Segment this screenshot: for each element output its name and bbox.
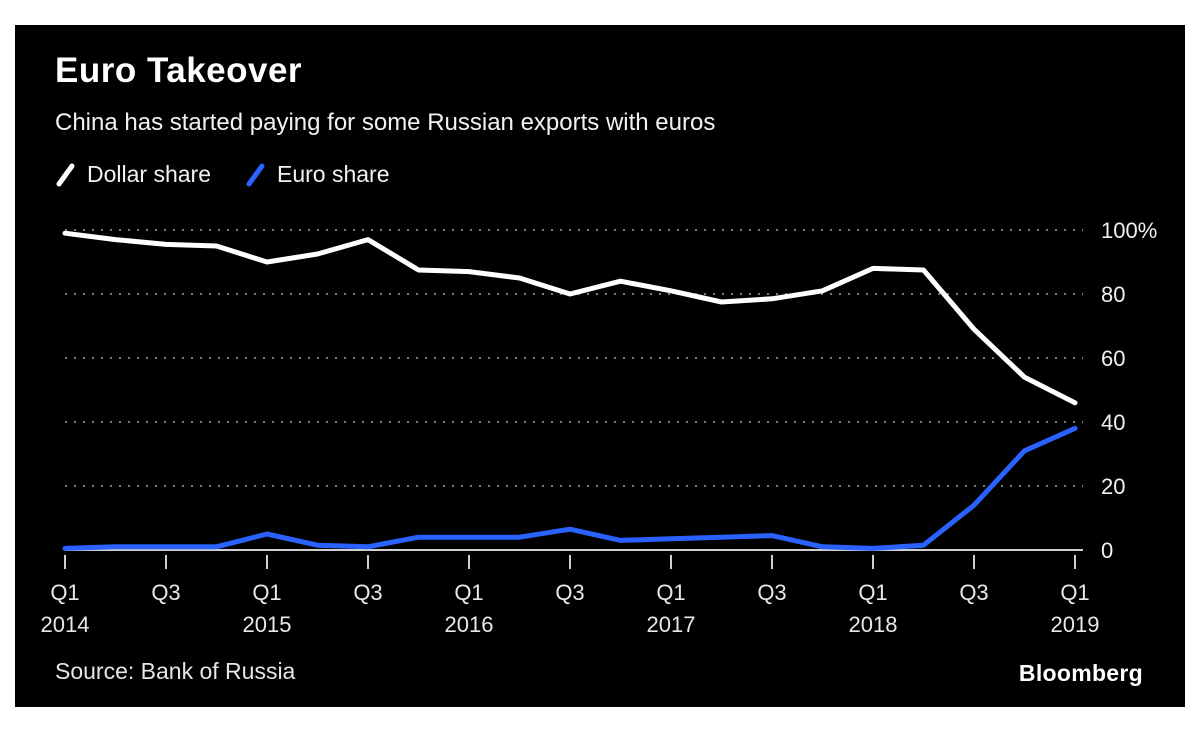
x-axis-label-quarter: Q3 <box>959 580 988 605</box>
euro-line-swatch-icon <box>246 163 265 186</box>
series-line-euro-share <box>62 425 1078 551</box>
y-axis-label: 100% <box>1101 218 1157 243</box>
y-axis-label: 60 <box>1101 346 1125 371</box>
y-axis-label: 80 <box>1101 282 1125 307</box>
chart-panel: 0 20 40 60 80 100% Q1 2014 Q3 Q1 2015 Q3 Q1 2016 Q3 Q1 2… <box>15 25 1185 707</box>
line-chart: 0 20 40 60 80 100% Q1 2014 Q3 Q1 2015 Q3 Q1 2016 Q3 Q1 2… <box>41 218 1158 637</box>
x-axis-label-year: 2017 <box>647 612 696 637</box>
y-axis-label: 20 <box>1101 474 1125 499</box>
x-axis-label-year: 2014 <box>41 612 90 637</box>
x-axis-label-quarter: Q1 <box>1060 580 1089 605</box>
x-axis-label-year: 2019 <box>1051 612 1100 637</box>
euro-line-swatch-stroke <box>246 163 265 186</box>
chart-subtitle: China has started paying for some Russia… <box>55 109 716 136</box>
x-axis-label-year: 2016 <box>445 612 494 637</box>
y-axis-label: 0 <box>1101 538 1113 563</box>
x-axis-label-quarter: Q1 <box>656 580 685 605</box>
x-axis-label-quarter: Q3 <box>555 580 584 605</box>
dollar-line-swatch-stroke <box>56 163 75 186</box>
x-axis-label-year: 2018 <box>849 612 898 637</box>
x-axis-label-quarter: Q1 <box>858 580 887 605</box>
x-axis-label-quarter: Q1 <box>50 580 79 605</box>
x-axis-label-year: 2015 <box>243 612 292 637</box>
y-axis-label: 40 <box>1101 410 1125 435</box>
legend-item-euro: Euro share <box>245 161 390 188</box>
chart-title: Euro Takeover <box>55 51 303 90</box>
legend: Dollar share Euro share <box>55 161 390 188</box>
series-line-dollar-share <box>62 230 1078 406</box>
x-axis-label-quarter: Q1 <box>252 580 281 605</box>
x-axis-label-quarter: Q1 <box>454 580 483 605</box>
x-axis-label-quarter: Q3 <box>757 580 786 605</box>
bloomberg-logo: Bloomberg <box>1018 660 1143 686</box>
x-axis-label-quarter: Q3 <box>151 580 180 605</box>
legend-label-dollar: Dollar share <box>87 161 211 187</box>
legend-label-euro: Euro share <box>277 161 390 187</box>
legend-item-dollar: Dollar share <box>55 161 211 188</box>
dollar-line-swatch-icon <box>56 163 75 186</box>
x-axis-label-quarter: Q3 <box>353 580 382 605</box>
source-note: Source: Bank of Russia <box>55 658 296 684</box>
